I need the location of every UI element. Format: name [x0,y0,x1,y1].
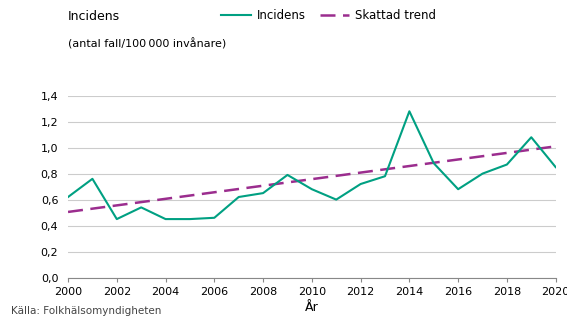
X-axis label: År: År [305,301,319,314]
Text: (antal fall/100 000 invånare): (antal fall/100 000 invånare) [68,38,226,50]
Legend: Incidens, Skattad trend: Incidens, Skattad trend [221,9,437,22]
Text: Incidens: Incidens [68,10,120,23]
Text: Källa: Folkhälsomyndigheten: Källa: Folkhälsomyndigheten [11,306,162,316]
